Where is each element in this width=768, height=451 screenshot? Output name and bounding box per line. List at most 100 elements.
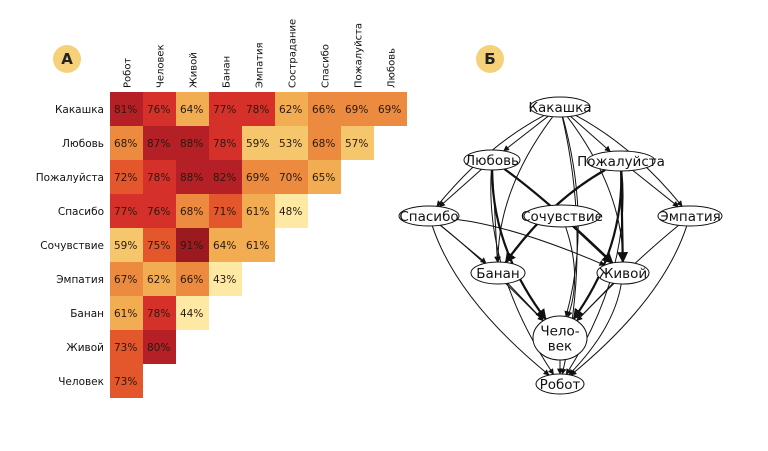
cell-value-label: 76% <box>147 206 170 218</box>
heatmap-cell <box>275 160 308 194</box>
column-label: Живой <box>189 52 200 88</box>
diagram-edge <box>431 225 550 376</box>
cell-value-label: 78% <box>147 172 170 184</box>
cell-value-label: 61% <box>114 308 137 320</box>
heatmap-cell <box>110 228 143 262</box>
heatmap-cell <box>242 194 275 228</box>
cell-value-label: 69% <box>345 104 368 116</box>
heatmap-cell <box>143 296 176 330</box>
heatmap-cell <box>209 92 242 126</box>
node-label: Банан <box>476 266 519 282</box>
cell-value-label: 67% <box>114 274 137 286</box>
heatmap-cell <box>242 92 275 126</box>
row-label: Эмпатия <box>56 274 104 286</box>
heatmap-cell <box>110 330 143 364</box>
heatmap-cell <box>110 160 143 194</box>
node-label: век <box>548 339 572 355</box>
cell-value-label: 62% <box>279 104 302 116</box>
cell-value-label: 59% <box>246 138 269 150</box>
heatmap-cell <box>176 92 209 126</box>
heatmap-cell <box>143 160 176 194</box>
heatmap-cell <box>308 92 341 126</box>
row-label: Человек <box>58 376 104 388</box>
heatmap-cell <box>242 160 275 194</box>
cell-value-label: 73% <box>114 376 137 388</box>
cell-value-label: 64% <box>213 240 236 252</box>
column-label: Банан <box>222 56 233 88</box>
node-label: Живой <box>599 266 647 282</box>
cell-value-label: 61% <box>246 206 269 218</box>
cell-value-label: 70% <box>279 172 302 184</box>
heatmap-cell <box>275 194 308 228</box>
heatmap-cell <box>110 126 143 160</box>
node-label: Любовь <box>465 153 519 169</box>
heatmap-cell <box>176 126 209 160</box>
heatmap-cell <box>176 228 209 262</box>
cell-value-label: 91% <box>180 240 203 252</box>
node-group: Какашка Любовь Пожалуйста Спасибо Сочувствие… <box>398 96 723 395</box>
cell-value-label: 61% <box>246 240 269 252</box>
heatmap-cell <box>176 296 209 330</box>
row-label: Спасибо <box>58 206 104 218</box>
node-banan <box>470 261 526 285</box>
heatmap-cell <box>341 126 374 160</box>
heatmap-cell <box>143 330 176 364</box>
heatmap-cell <box>143 126 176 160</box>
cell-value-label: 62% <box>147 274 170 286</box>
diagram-edge <box>457 218 606 266</box>
heatmap-cell <box>143 92 176 126</box>
cell-value-label: 68% <box>114 138 137 150</box>
cell-value-label: 53% <box>279 138 302 150</box>
heatmap-cell <box>176 194 209 228</box>
cell-value-label: 81% <box>114 104 137 116</box>
cell-value-label: 82% <box>213 172 236 184</box>
cell-value-label: 43% <box>213 274 236 286</box>
column-label: Спасибо <box>321 44 332 88</box>
heatmap-cell <box>209 126 242 160</box>
node-label: Робот <box>540 377 581 393</box>
heatmap-chart: Робот Человек Живой Банан Эмпатия Сострадание… <box>36 19 407 398</box>
heatmap-cell <box>341 92 374 126</box>
cell-value-label: 76% <box>147 104 170 116</box>
heatmap-cell <box>308 160 341 194</box>
column-label: Пожалуйста <box>354 23 365 88</box>
cell-value-label: 72% <box>114 172 137 184</box>
cell-value-label: 73% <box>114 342 137 354</box>
heatmap-cell <box>110 296 143 330</box>
cell-value-label: 64% <box>180 104 203 116</box>
panel-b-badge: Б <box>476 45 504 73</box>
column-label: Сострадание <box>288 19 299 88</box>
diagram-edge <box>503 115 549 152</box>
row-label: Сочувствие <box>40 240 104 252</box>
diagram-edge <box>572 225 614 264</box>
row-label: Любовь <box>62 138 104 150</box>
cell-value-label: 57% <box>345 138 368 150</box>
diagram-edge <box>632 169 679 208</box>
heatmap-cell <box>143 194 176 228</box>
cell-value-label: 71% <box>213 206 236 218</box>
cell-value-label: 78% <box>213 138 236 150</box>
heatmap-cell <box>110 262 143 296</box>
cell-value-label: 77% <box>114 206 137 218</box>
cell-value-label: 66% <box>180 274 203 286</box>
diagram-edge <box>507 282 544 322</box>
diagram-edge <box>490 169 547 321</box>
heatmap-cell <box>275 92 308 126</box>
heatmap-cell <box>209 194 242 228</box>
cell-value-label: 68% <box>312 138 335 150</box>
heatmap-cell <box>209 160 242 194</box>
cell-value-label: 78% <box>147 308 170 320</box>
node-robot <box>535 373 585 395</box>
heatmap-cell <box>209 228 242 262</box>
heatmap-cell <box>143 262 176 296</box>
row-label: Банан <box>70 308 104 320</box>
cell-value-label: 65% <box>312 172 335 184</box>
cell-value-label: 59% <box>114 240 137 252</box>
cell-value-label: 88% <box>180 138 203 150</box>
cell-value-label: 44% <box>180 308 203 320</box>
heatmap-cell <box>176 160 209 194</box>
diagram-edge <box>572 170 623 320</box>
heatmap-cell <box>176 262 209 296</box>
column-label: Любовь <box>387 48 398 88</box>
cell-value-label: 48% <box>279 206 302 218</box>
